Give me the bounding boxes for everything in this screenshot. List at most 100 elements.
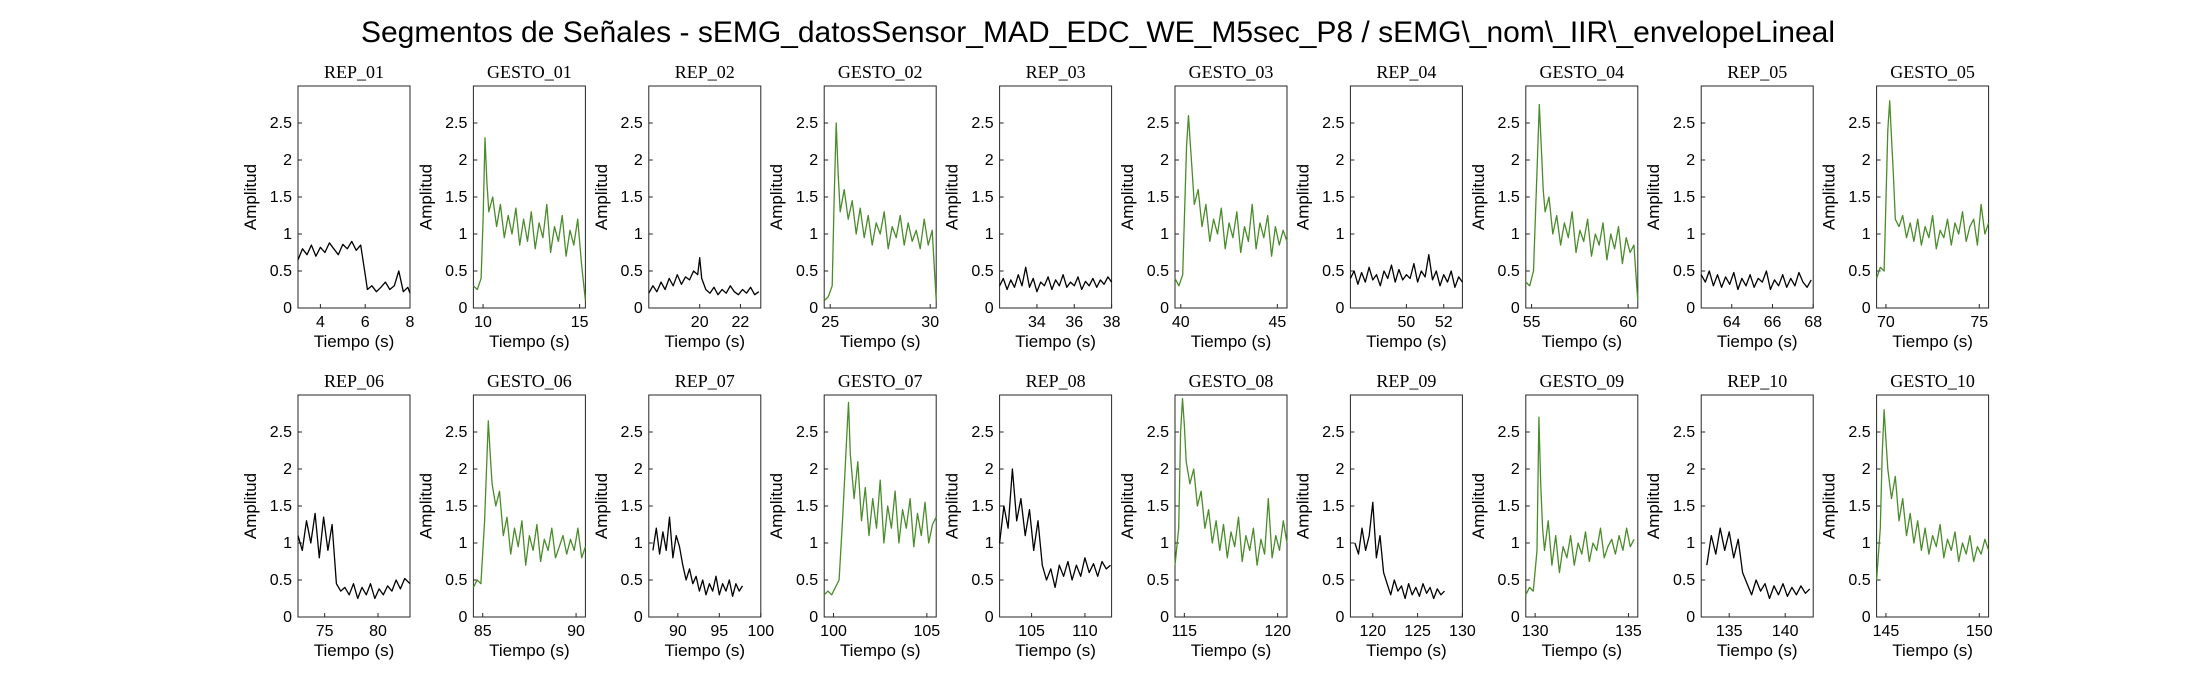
y-axis-label: Amplitud: [1118, 473, 1137, 539]
y-tick-label: 2: [1335, 152, 1344, 169]
x-axis-label: Tiempo (s): [840, 641, 921, 660]
x-tick-label: 55: [1523, 314, 1541, 331]
subplot-title: GESTO_08: [1189, 371, 1274, 391]
plot-frame: [297, 394, 411, 618]
y-tick-label: 1: [458, 226, 467, 243]
y-axis-label: Amplitud: [1469, 473, 1488, 539]
x-tick-label: 120: [1264, 623, 1291, 640]
plot-frame: [1700, 85, 1814, 309]
x-tick-label: 52: [1435, 314, 1453, 331]
y-axis-label: Amplitud: [943, 164, 962, 230]
x-tick-label: 150: [1966, 623, 1993, 640]
signal-line: [823, 122, 937, 302]
subplot-title: REP_05: [1727, 62, 1787, 82]
x-axis-label: Tiempo (s): [314, 641, 395, 660]
y-tick-label: 2.5: [1322, 424, 1344, 441]
y-tick-label: 0.5: [796, 572, 818, 589]
y-tick-label: 0: [1686, 300, 1695, 317]
y-tick-label: 0: [1511, 609, 1520, 626]
signal-line: [472, 137, 587, 301]
y-tick-label: 1.5: [1673, 498, 1695, 515]
y-tick-label: 1.5: [270, 189, 292, 206]
x-tick-label: 130: [1522, 623, 1549, 640]
y-tick-label: 1.5: [1498, 189, 1520, 206]
signal-line: [1525, 103, 1639, 301]
y-tick-label: 0: [1335, 609, 1344, 626]
y-tick-label: 0.5: [270, 263, 292, 280]
signal-line: [652, 516, 744, 597]
plot-frame: [999, 394, 1113, 618]
y-tick-label: 0.5: [971, 572, 993, 589]
y-tick-label: 1.5: [1498, 498, 1520, 515]
plot-frame: [472, 85, 586, 309]
plot-frame: [1876, 85, 1990, 309]
subplot-title: REP_10: [1727, 371, 1787, 391]
y-tick-label: 2.5: [1848, 115, 1870, 132]
y-tick-label: 1: [634, 226, 643, 243]
y-tick-label: 2.5: [1322, 115, 1344, 132]
x-tick-label: 45: [1268, 314, 1286, 331]
x-tick-label: 100: [820, 623, 847, 640]
y-tick-label: 2: [283, 461, 292, 478]
figure-title: Segmentos de Señales - sEMG_datosSensor_…: [361, 16, 1835, 49]
y-axis-label: Amplitud: [767, 473, 786, 539]
y-tick-label: 0.5: [1147, 572, 1169, 589]
y-axis-label: Amplitud: [241, 164, 260, 230]
y-tick-label: 2: [1160, 461, 1169, 478]
signal-line: [1875, 409, 1990, 581]
y-tick-label: 2.5: [445, 115, 467, 132]
y-tick-label: 2: [1862, 461, 1871, 478]
y-tick-label: 2.5: [796, 424, 818, 441]
x-tick-label: 85: [474, 623, 492, 640]
subplot: REP_03 0 0.5 1 1.5 2 2.5 34 36 38 Tiempo (s) Amplit…: [943, 62, 1121, 351]
y-tick-label: 2: [634, 461, 643, 478]
y-tick-label: 0.5: [1147, 263, 1169, 280]
x-axis-label: Tiempo (s): [1541, 332, 1622, 351]
x-tick-label: 110: [1072, 623, 1098, 640]
y-tick-label: 1: [985, 535, 994, 552]
plot-frame: [1525, 85, 1639, 309]
y-tick-label: 0: [283, 300, 292, 317]
y-tick-label: 0: [1686, 609, 1695, 626]
plot-frame: [1876, 394, 1990, 618]
y-axis-label: Amplitud: [241, 473, 260, 539]
x-axis-label: Tiempo (s): [1015, 641, 1096, 660]
x-tick-label: 68: [1804, 314, 1822, 331]
subplot-title: REP_01: [324, 62, 384, 82]
y-tick-label: 2: [1335, 461, 1344, 478]
subplot-title: GESTO_01: [487, 62, 572, 82]
plot-frame: [823, 85, 937, 309]
y-axis-label: Amplitud: [1293, 473, 1312, 539]
y-tick-label: 1.5: [1848, 498, 1870, 515]
y-tick-label: 2.5: [1848, 424, 1870, 441]
x-tick-label: 36: [1065, 314, 1083, 331]
y-tick-label: 1.5: [1848, 189, 1870, 206]
signal-line: [297, 512, 411, 600]
y-tick-label: 1.5: [445, 189, 467, 206]
y-tick-label: 1: [283, 226, 292, 243]
x-tick-label: 38: [1103, 314, 1121, 331]
y-tick-label: 0.5: [796, 263, 818, 280]
y-tick-label: 2.5: [270, 115, 292, 132]
y-tick-label: 0.5: [270, 572, 292, 589]
y-tick-label: 2: [1160, 152, 1169, 169]
subplot-title: GESTO_10: [1890, 371, 1975, 391]
y-tick-label: 1: [283, 535, 292, 552]
y-tick-label: 0.5: [445, 572, 467, 589]
y-tick-label: 2: [809, 461, 818, 478]
y-axis-label: Amplitud: [1293, 164, 1312, 230]
subplot-title: GESTO_09: [1539, 371, 1624, 391]
signal-line: [1174, 398, 1288, 566]
y-tick-label: 2.5: [971, 424, 993, 441]
y-tick-label: 1: [1862, 535, 1871, 552]
y-tick-label: 0.5: [1322, 263, 1344, 280]
plot-frame: [1174, 394, 1288, 618]
x-axis-label: Tiempo (s): [1015, 332, 1096, 351]
